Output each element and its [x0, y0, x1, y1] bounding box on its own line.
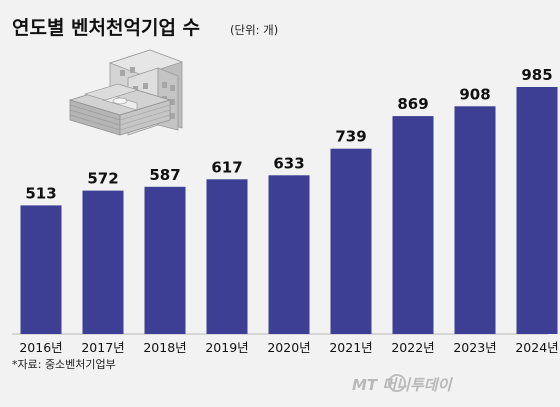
value-label: 985	[521, 66, 552, 84]
x-tick-label: 2017년	[81, 340, 124, 355]
x-tick-label: 2019년	[205, 340, 248, 355]
bar-2020년	[268, 175, 310, 334]
bar-2022년	[392, 116, 434, 334]
bar-2024년	[516, 87, 558, 334]
bar-2019년	[206, 179, 248, 334]
bars-group	[20, 87, 558, 334]
value-label: 572	[87, 170, 118, 188]
watermark-text: MT 머니투데이	[352, 376, 454, 394]
bar-2018년	[144, 186, 186, 334]
chart-title: 연도별 벤처천억기업 수	[12, 17, 200, 39]
source-note: *자료: 중소벤처기업부	[12, 358, 116, 371]
x-tick-labels-group: 2016년 2017년 2018년 2019년 2020년 2021년 2022년 2023년…	[19, 340, 558, 355]
building-money-illustration	[68, 49, 184, 136]
x-tick-label: 2020년	[267, 340, 310, 355]
x-tick-label: 2024년	[515, 340, 558, 355]
bar-2016년	[20, 205, 62, 334]
unit-label: (단위: 개)	[230, 23, 278, 37]
x-tick-label: 2016년	[19, 340, 62, 355]
x-tick-label: 2022년	[391, 340, 434, 355]
value-label: 617	[211, 158, 242, 176]
value-label: 908	[459, 85, 490, 103]
watermark-logo: MT 머니투데이	[352, 374, 454, 394]
x-tick-label: 2018년	[143, 340, 186, 355]
value-label: 633	[273, 154, 304, 172]
value-label: 869	[397, 95, 428, 113]
x-tick-label: 2021년	[329, 340, 372, 355]
value-label: 513	[25, 184, 56, 202]
value-label: 587	[149, 166, 180, 184]
bar-2023년	[454, 106, 496, 334]
value-label: 739	[335, 128, 366, 146]
bar-2021년	[330, 148, 372, 334]
value-labels-group: 513 572 587 617 633 739 869 908 985	[25, 66, 552, 202]
bar-2017년	[82, 190, 124, 334]
x-tick-label: 2023년	[453, 340, 496, 355]
